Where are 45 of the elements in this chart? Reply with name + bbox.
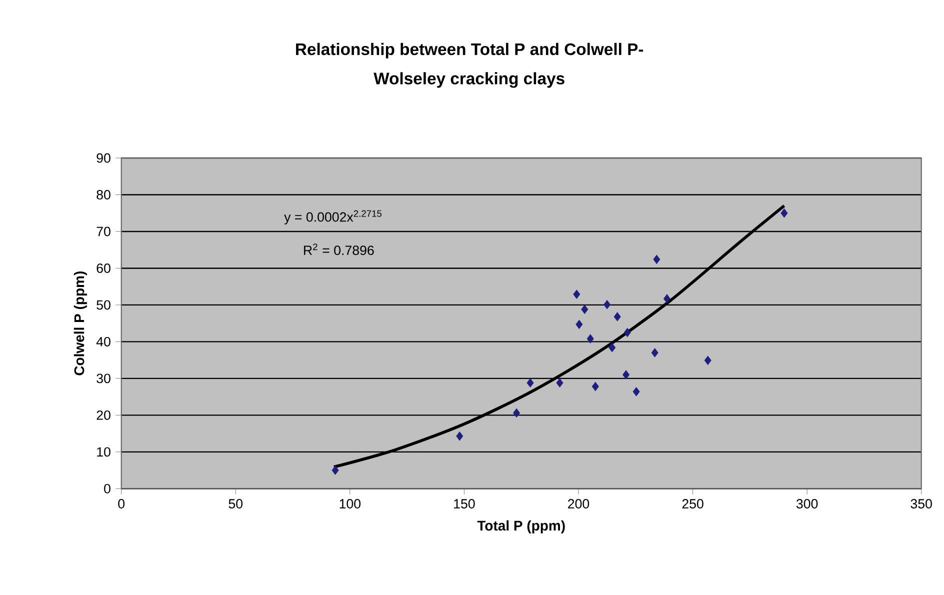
point <box>573 290 580 300</box>
y-tick-label: 70 <box>96 226 110 236</box>
point <box>513 408 520 418</box>
point <box>581 305 588 314</box>
point <box>604 300 611 310</box>
x-tick-label: 50 <box>228 499 243 509</box>
x-tick-label: 100 <box>340 499 361 509</box>
x-axis-title: Total P (ppm) <box>477 520 565 534</box>
point <box>780 208 788 218</box>
y-axis-title: Colwell P (ppm) <box>74 272 87 376</box>
point <box>622 370 630 380</box>
point <box>651 348 658 358</box>
y-tick-label: 0 <box>104 484 110 494</box>
point <box>614 312 621 322</box>
chart-subtitle: Wolseley cracking clays <box>374 72 564 88</box>
y-tick-label: 30 <box>96 374 110 384</box>
point <box>624 328 631 338</box>
point <box>653 255 660 264</box>
point <box>556 378 564 388</box>
y-tick-label: 20 <box>96 410 110 420</box>
x-tick-label: 350 <box>910 499 932 509</box>
chart-title: Relationship between Total P and Colwell P- <box>296 43 644 59</box>
x-tick-label: 300 <box>796 499 818 509</box>
point <box>663 294 670 304</box>
point <box>456 432 464 441</box>
x-tick-label: 0 <box>118 499 125 509</box>
x-tick-label: 250 <box>682 499 704 509</box>
point <box>592 382 599 392</box>
x-tick-label: 150 <box>454 499 475 509</box>
y-tick-label: 40 <box>96 337 110 347</box>
point <box>526 378 534 388</box>
annotation: y = 0.0002x$^{2.2715}$ <box>284 210 382 225</box>
x-tick-label: 200 <box>568 499 590 509</box>
y-tick-label: 10 <box>97 447 110 457</box>
point <box>704 356 712 366</box>
y-tick-label: 50 <box>96 300 110 310</box>
y-tick-label: 60 <box>96 264 110 274</box>
annotation: R$^{2}$ = 0.7896 <box>304 244 374 256</box>
y-tick-label: 90 <box>96 153 110 163</box>
y-tick-label: 80 <box>96 190 110 200</box>
point <box>332 466 339 475</box>
point <box>632 387 640 396</box>
point <box>608 343 616 352</box>
point <box>586 334 594 344</box>
point <box>576 320 583 330</box>
